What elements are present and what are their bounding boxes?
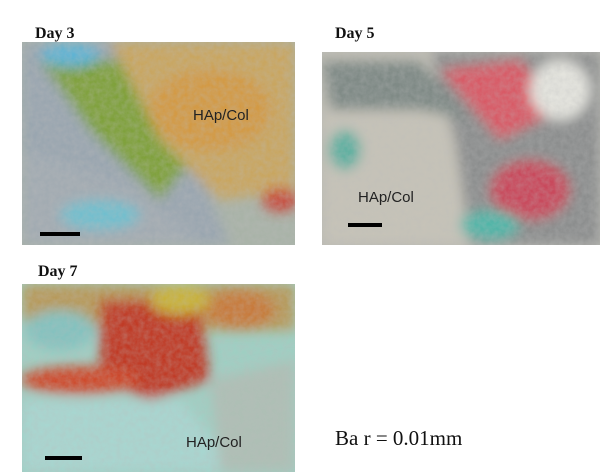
panel-label: Day 5 [335, 25, 375, 42]
annotation: HAp/Col [193, 107, 249, 124]
micrograph [20, 284, 295, 472]
panel-label: Day 3 [35, 25, 75, 42]
scale-bar [40, 232, 80, 236]
panel-label: Day 7 [38, 263, 78, 280]
annotation: HAp/Col [186, 434, 242, 451]
micrograph [22, 42, 298, 245]
figure: Day 3 Day 5 Day 7 HAp/Col HAp/Col HAp/Co… [0, 0, 606, 475]
scale-note: Ba r = 0.01mm [335, 426, 462, 450]
micrograph [322, 52, 600, 245]
scale-bar [348, 223, 382, 227]
annotation: HAp/Col [358, 189, 414, 206]
scale-bar [45, 456, 82, 460]
